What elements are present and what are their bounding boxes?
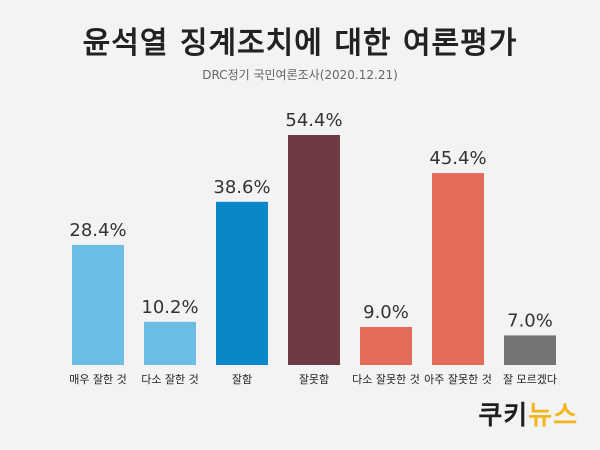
chart-title: 윤석열 징계조치에 대한 여론평가 — [82, 26, 518, 61]
bar-4 — [360, 326, 412, 365]
kuki-news-logo: 쿠키뉴스 — [478, 395, 578, 432]
logo-part-1: 쿠키 — [478, 401, 529, 431]
bar-5 — [432, 173, 484, 365]
category-label-5: 아주 잘못한 것 — [424, 373, 492, 386]
bar-1 — [144, 321, 196, 365]
value-label-1: 10.2% — [141, 297, 198, 318]
value-label-0: 28.4% — [69, 220, 126, 241]
value-label-4: 9.0% — [363, 302, 409, 323]
bar-0 — [72, 244, 124, 365]
value-label-2: 38.6% — [213, 177, 270, 198]
chart-subtitle: DRC정기 국민여론조사(2020.12.21) — [202, 68, 398, 82]
category-label-3: 잘못함 — [299, 373, 329, 386]
value-label-3: 54.4% — [285, 110, 342, 131]
category-label-6: 잘 모르겠다 — [503, 373, 557, 386]
value-label-6: 7.0% — [507, 310, 553, 331]
category-label-1: 다소 잘한 것 — [141, 373, 199, 386]
value-label-5: 45.4% — [429, 148, 486, 169]
bar-3 — [288, 135, 340, 365]
bar-6 — [504, 335, 556, 365]
category-label-0: 매우 잘한 것 — [69, 373, 127, 386]
bar-2 — [216, 201, 268, 365]
category-label-2: 잘함 — [232, 373, 252, 386]
category-label-4: 다소 잘못한 것 — [352, 373, 420, 386]
logo-part-2: 뉴스 — [528, 401, 578, 431]
